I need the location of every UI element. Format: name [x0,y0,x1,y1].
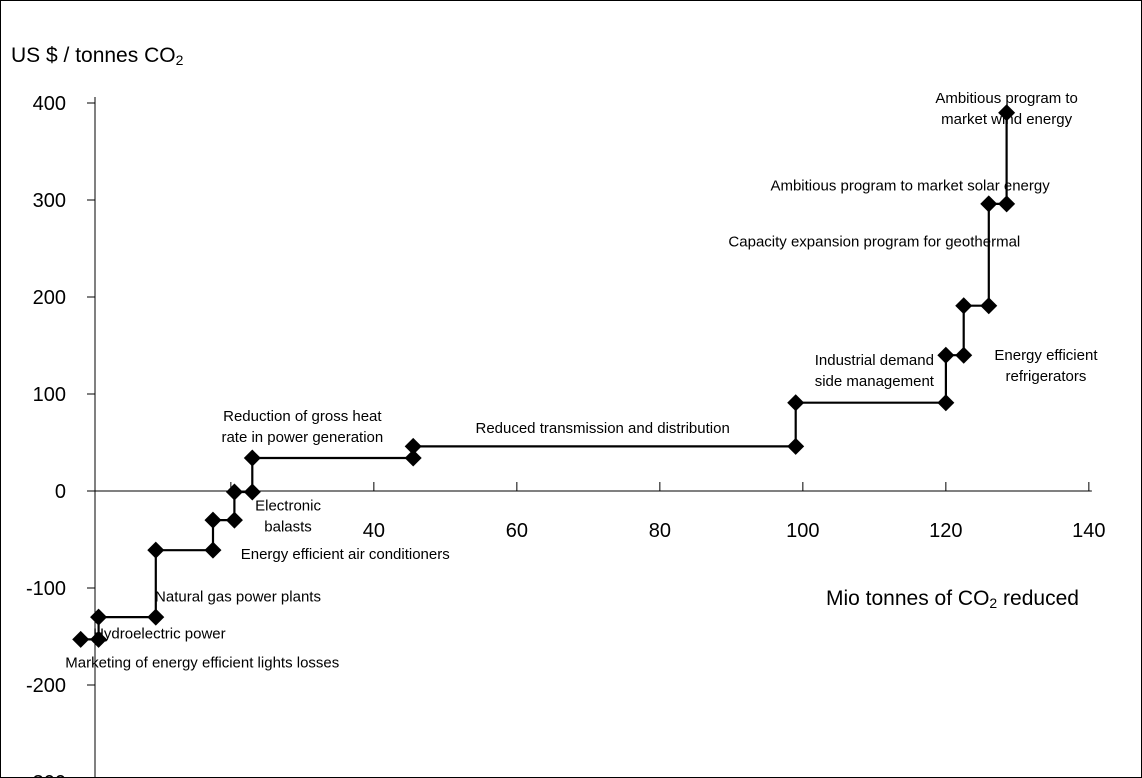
x-axis-label-prefix: Mio tonnes of CO [826,587,989,610]
x-tick-label: 40 [363,520,385,542]
x-axis-label-suffix: reduced [997,587,1079,610]
ticks: 40 60 80 100 120 140 -300 -200 -100 0 100 200 300 400 [26,93,1106,777]
annotation-label: Ambitious program to market solar energy [770,177,1050,194]
diamond-marker [225,511,243,529]
axes [94,97,1092,777]
y-axis-label-subscript: 2 [176,52,184,68]
diamond-marker [404,449,422,467]
annotation-line: Ambitious program to [935,90,1078,107]
y-tick-label: 400 [33,93,66,115]
diamond-marker [980,297,998,315]
annotation-label: Reduced transmission and distribution [475,420,729,437]
diamond-marker [787,437,805,455]
y-tick-label: 300 [33,190,66,212]
annotation-line: refrigerators [1006,368,1087,385]
y-tick-label: -100 [26,578,66,600]
diamond-marker [72,630,90,648]
diamond-marker [90,630,108,648]
annotation-label: Natural gas power plants [155,589,321,606]
annotation-line: Reduced transmission and distribution [475,420,729,437]
y-tick-label: 200 [33,287,66,309]
annotation-label: Energy efficient air conditioners [241,546,450,563]
diamond-marker [980,195,998,213]
series [72,104,1016,648]
y-axis-label: US $ / tonnes CO2 [11,44,184,68]
annotation-line: balasts [264,518,312,535]
diamond-marker [998,104,1016,122]
annotation-line: Ambitious program to market solar energy [770,177,1050,194]
diamond-marker [147,541,165,559]
annotation-label: Industrial demand side management [815,352,935,390]
x-tick-label: 80 [649,520,671,542]
x-tick-label: 60 [506,520,528,542]
annotations: Ambitious program to market wind energyAm… [65,90,1098,672]
annotation-label: Capacity expansion program for geotherma… [728,234,1020,251]
diamond-marker [937,394,955,412]
diamond-marker [225,483,243,501]
x-tick-label: 100 [786,520,819,542]
diamond-marker [243,483,261,501]
y-tick-label: 100 [33,384,66,406]
annotation-line: Energy efficient [994,347,1098,364]
annotation-line: Electronic [255,497,321,514]
diamond-marker [404,437,422,455]
annotation-line: Energy efficient air conditioners [241,546,450,563]
diamond-marker [955,346,973,364]
y-tick-label: -300 [26,772,66,777]
annotation-label: Electronic balasts [255,497,321,535]
x-tick-label: 120 [929,520,962,542]
diamond-marker [204,511,222,529]
y-tick-label: 0 [55,481,66,503]
diamond-marker [787,394,805,412]
diamond-marker [937,346,955,364]
diamond-marker [955,297,973,315]
diamond-marker [243,449,261,467]
y-tick-label: -200 [26,675,66,697]
annotation-line: side management [815,373,935,390]
diamond-marker [147,608,165,626]
diamond-marker [998,195,1016,213]
y-axis-label-main: US $ / tonnes CO [11,44,176,67]
annotation-label: Ambitious program to market wind energy [935,90,1078,128]
annotation-line: Industrial demand [815,352,934,369]
diamond-marker [90,608,108,626]
x-axis-label: Mio tonnes of CO2 reduced [826,587,1079,611]
annotation-label: Hydroelectric power [93,625,226,642]
annotation-line: Natural gas power plants [155,589,321,606]
annotation-label: Reduction of gross heat rate in power gen… [221,408,383,446]
annotation-line: market wind energy [941,111,1072,128]
x-tick-label: 140 [1072,520,1105,542]
annotation-line: rate in power generation [221,429,383,446]
diamond-marker [204,541,222,559]
annotation-line: Marketing of energy efficient lights los… [65,655,339,672]
x-axis-label-subscript: 2 [989,595,997,611]
annotation-line: Hydroelectric power [93,625,226,642]
annotation-line: Capacity expansion program for geotherma… [728,234,1020,251]
annotation-label: Marketing of energy efficient lights los… [65,655,339,672]
annotation-line: Reduction of gross heat [223,408,382,425]
annotation-label: Energy efficient refrigerators [994,347,1098,385]
